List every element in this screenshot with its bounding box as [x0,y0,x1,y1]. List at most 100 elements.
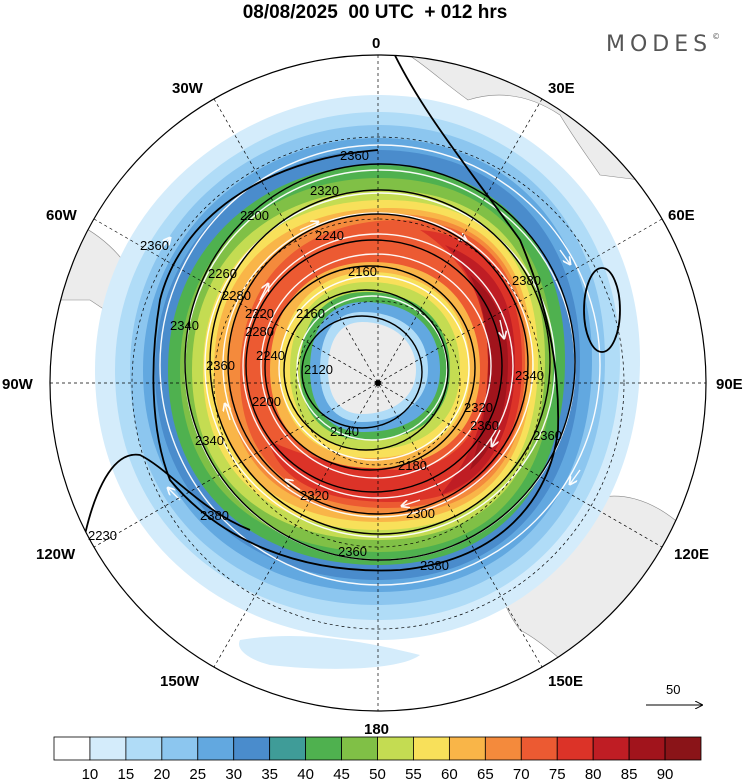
height-contours [79,55,621,572]
colorbar-tick-label: 45 [333,766,350,782]
colorbar-swatch [233,736,271,761]
contour-label: 2360 [140,238,169,253]
colorbar-swatch [269,736,307,761]
streamline [260,253,492,479]
contour-line [283,289,449,451]
streamline-arrow [559,249,570,264]
contour-label: 2260 [208,266,237,281]
band-far-patch [239,635,420,669]
colorbar-swatch [448,736,486,761]
contour-line [583,267,621,353]
streamline-arrow [225,404,230,421]
streamline-arrow [402,499,421,506]
streamline-arrow [570,469,581,484]
band-90 [470,275,508,470]
colorbar-tick-label: 70 [513,766,530,782]
colorbar-swatch [556,736,594,761]
colorbar-tick-label: 40 [297,766,314,782]
contour-label: 2360 [533,428,562,443]
lon-label-120w: 120W [36,546,76,563]
lon-label-30w: 30W [172,80,204,97]
colorbar-swatch [161,736,199,761]
reference-vector: 50 [646,682,702,705]
contour-line [264,265,476,471]
contour-label: 2240 [256,348,285,363]
contour-label: 2340 [515,368,544,383]
colorbar-swatch [413,736,450,761]
colorbar-tick-label: 30 [225,766,242,782]
colorbar-tick-label: 50 [369,766,386,782]
streamline-arrow [159,238,170,251]
contour-label: 2140 [330,424,359,439]
colorbar-swatch [592,736,630,761]
streamline-arrow [492,429,501,446]
lon-label-120e: 120E [674,546,709,563]
colorbar-swatch [520,736,558,761]
streamline [242,233,514,499]
colorbar-swatch [484,736,522,761]
contour-label: 2220 [245,306,274,321]
contour-label: 2360 [470,418,499,433]
contour-line [301,315,423,429]
colorbar-tick-label: 20 [153,766,170,782]
title-date: 08/08/2025 [242,2,338,23]
colorbar-tick-label: 35 [261,766,278,782]
contour-line [245,239,503,493]
colorbar-tick-label: 25 [189,766,206,782]
colorbar-tick-label: 80 [585,766,602,782]
lon-label-60w: 60W [46,207,78,224]
lon-label-0: 0 [372,35,380,52]
colorbar-swatch [628,736,666,761]
contour-label: 2200 [240,208,269,223]
band-polar-calm [328,322,416,414]
lon-label-180: 180 [364,721,389,738]
colorbar-swatch [664,736,702,761]
colorbar-swatch [341,736,378,761]
contour-label: 2120 [304,362,333,377]
colorbar-tick-label: 75 [549,766,566,782]
colorbar-swatch [377,736,414,761]
lon-label-60e: 60E [668,207,695,224]
contour-label: 2160 [296,306,325,321]
colorbar-swatch [305,736,342,761]
streamline-arrow [449,229,466,240]
reference-vector-label: 50 [666,682,680,697]
brand-name: MODES [606,32,713,57]
contour-label: 2320 [300,488,329,503]
title-lead: + 012 hrs [424,2,508,23]
streamline [278,275,470,461]
meridian [93,218,663,548]
colorbar-tick-label: 15 [118,766,135,782]
title-time: 00 UTC [348,2,414,23]
colorbar-swatch [125,736,163,761]
contour-label: 2180 [398,458,427,473]
contour-labels: 2360 2320 2240 2200 2160 2160 2120 2140 … [88,148,562,573]
colorbar-swatch [89,736,127,761]
contour-label: 2320 [310,183,339,198]
contour-label: 2230 [88,528,117,543]
meridian [213,98,543,668]
contour-label: 2280 [245,324,274,339]
colorbar-tick-label: 60 [441,766,458,782]
contour-label: 2380 [420,558,449,573]
streamline-arrow [259,284,268,301]
contour-label: 2340 [195,433,224,448]
contour-label: 2320 [464,400,493,415]
contour-label: 2360 [206,358,235,373]
colorbar-tick-label: 85 [621,766,638,782]
colorbar-tick-label: 55 [405,766,422,782]
contour-label: 2240 [315,228,344,243]
contour-line [184,163,576,561]
contour-label: 2360 [338,544,367,559]
brand-logo: MODES© [606,32,720,57]
graticule [50,55,706,711]
colorbar-swatch [53,736,91,761]
meridian [213,98,543,668]
contour-line [79,453,251,561]
streamline-arrow [286,480,301,491]
contour-label: 2200 [252,394,281,409]
contour-label: 2380 [512,273,541,288]
longitude-labels: 0 30E 60E 90E 120E 150E 180 150W 120W 90… [2,35,743,738]
lon-label-150e: 150E [548,673,583,690]
